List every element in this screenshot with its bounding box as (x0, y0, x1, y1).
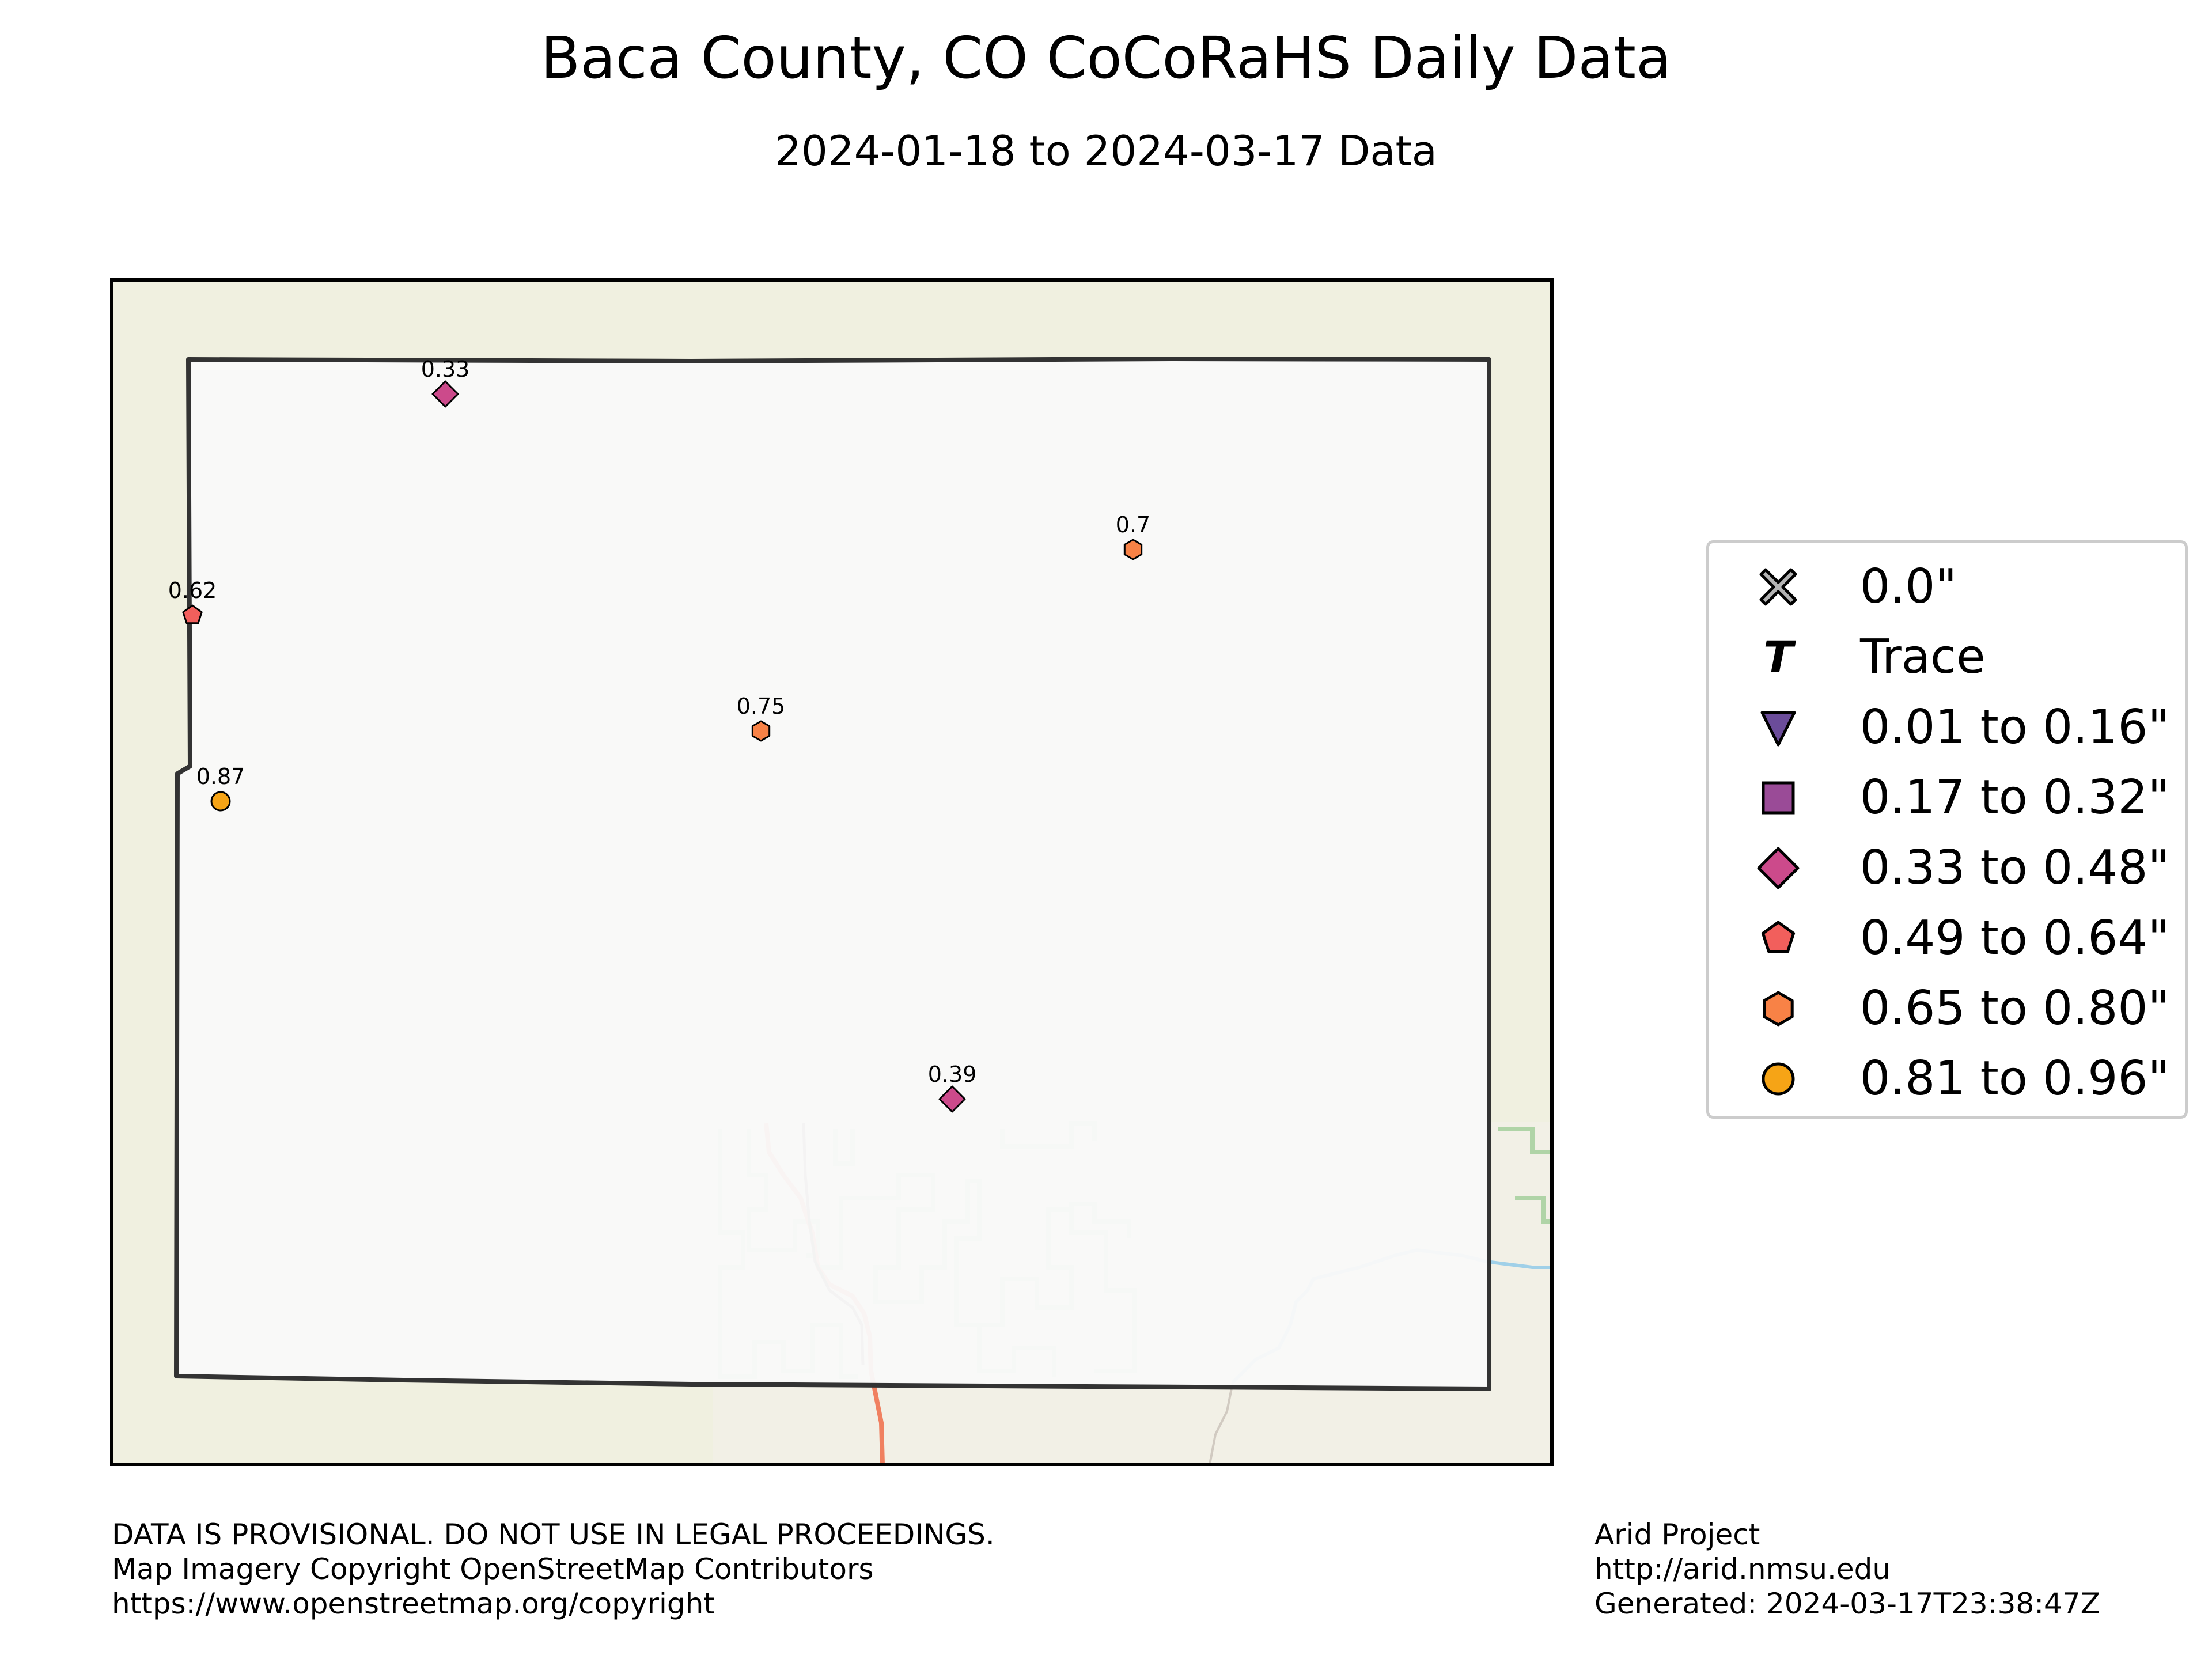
footer-credits: Arid Project http://arid.nmsu.edu Genera… (1594, 1517, 2100, 1621)
legend: 0.0" T Trace 0.01 to 0.16" 0.17 to 0.32"… (1706, 540, 2188, 1119)
legend-item-zero: 0.0" (1709, 552, 2185, 622)
footer-line: Generated: 2024-03-17T23:38:47Z (1594, 1587, 2100, 1620)
station-marker[interactable] (210, 791, 231, 812)
legend-label: 0.01 to 0.16" (1860, 700, 2170, 755)
legend-label: 0.65 to 0.80" (1860, 981, 2170, 1036)
station-marker[interactable] (431, 380, 459, 408)
pentagon-icon (1761, 921, 1796, 953)
station-2[interactable]: 0.62 (168, 578, 217, 624)
station-marker[interactable] (938, 1085, 966, 1113)
footer-line: DATA IS PROVISIONAL. DO NOT USE IN LEGAL… (112, 1518, 995, 1551)
map-frame (110, 278, 1554, 1466)
svg-text:T: T (1763, 631, 1796, 683)
station-value-label: 0.39 (928, 1062, 977, 1087)
diamond-icon (1757, 847, 1800, 889)
legend-label: 0.33 to 0.48" (1860, 840, 2170, 895)
station-value-label: 0.87 (196, 764, 245, 789)
legend-item-0-33-to-0-48: 0.33 to 0.48" (1709, 833, 2185, 903)
legend-item-trace: T Trace (1709, 622, 2185, 692)
circle-icon (1762, 1062, 1795, 1096)
map-subtitle: 2024-01-18 to 2024-03-17 Data (775, 127, 1437, 175)
station-5[interactable]: 0.39 (928, 1062, 977, 1113)
legend-item-0-49-to-0-64: 0.49 to 0.64" (1709, 903, 2185, 974)
stations-layer: 0.33 0.7 0.62 0.75 0.87 0.39 (168, 357, 1150, 1113)
legend-item-0-17-to-0-32: 0.17 to 0.32" (1709, 763, 2185, 833)
square-icon (1762, 781, 1795, 815)
station-1[interactable]: 0.7 (1116, 512, 1150, 560)
county-boundary (174, 357, 1491, 1391)
legend-item-0-01-to-0-16: 0.01 to 0.16" (1709, 692, 2185, 763)
legend-item-0-65-to-0-80: 0.65 to 0.80" (1709, 974, 2185, 1044)
t-icon: T (1763, 631, 1796, 683)
station-value-label: 0.75 (737, 694, 786, 719)
map-title: Baca County, CO CoCoRaHS Daily Data (540, 24, 1672, 92)
legend-item-0-81-to-0-96: 0.81 to 0.96" (1709, 1044, 2185, 1114)
creek-line (1209, 1382, 1234, 1465)
station-marker[interactable] (1123, 539, 1143, 560)
footer-link[interactable]: http://arid.nmsu.edu (1594, 1552, 1891, 1586)
x-icon (1759, 568, 1797, 606)
triangle-down-icon (1760, 711, 1796, 747)
footer-line: Arid Project (1594, 1518, 1760, 1551)
station-value-label: 0.7 (1116, 512, 1150, 537)
legend-label: 0.81 to 0.96" (1860, 1051, 2170, 1106)
station-value-label: 0.33 (421, 357, 470, 382)
station-value-label: 0.62 (168, 578, 217, 603)
station-0[interactable]: 0.33 (421, 357, 470, 408)
station-3[interactable]: 0.75 (737, 694, 786, 742)
legend-label: Trace (1860, 630, 1986, 684)
legend-label: 0.17 to 0.32" (1860, 770, 2170, 825)
station-marker[interactable] (182, 604, 203, 624)
hexagon-icon (1763, 991, 1794, 1027)
legend-label: 0.0" (1860, 559, 1957, 614)
footer-line: Map Imagery Copyright OpenStreetMap Cont… (112, 1552, 874, 1586)
station-4[interactable]: 0.87 (196, 764, 245, 812)
legend-label: 0.49 to 0.64" (1860, 911, 2170, 965)
station-marker[interactable] (751, 720, 771, 742)
footer-disclaimer: DATA IS PROVISIONAL. DO NOT USE IN LEGAL… (112, 1517, 995, 1621)
footer-link[interactable]: https://www.openstreetmap.org/copyright (112, 1587, 715, 1620)
